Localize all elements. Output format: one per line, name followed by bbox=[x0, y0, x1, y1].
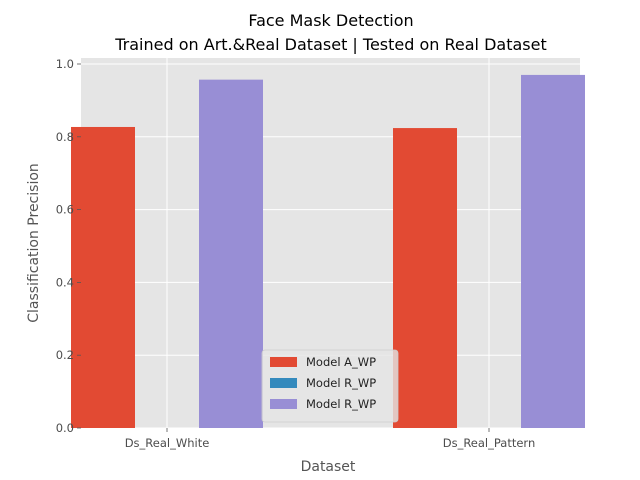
legend-label: Model A_WP bbox=[306, 355, 376, 369]
y-tick-label: 0.6 bbox=[56, 203, 74, 217]
y-tick-label: 0.2 bbox=[56, 348, 74, 362]
y-tick-label: 0.4 bbox=[56, 275, 74, 289]
legend-swatch bbox=[270, 399, 297, 409]
x-tick-label: Ds_Real_Pattern bbox=[443, 436, 536, 450]
legend-label: Model R_WP bbox=[306, 397, 376, 411]
legend-swatch bbox=[270, 378, 297, 388]
y-tick-label: 0.0 bbox=[56, 421, 74, 435]
chart-subtitle: Trained on Art.&Real Dataset | Tested on… bbox=[114, 35, 547, 54]
bar bbox=[393, 128, 457, 428]
bar bbox=[71, 126, 135, 429]
bar bbox=[521, 74, 585, 429]
legend-label: Model R_WP bbox=[306, 376, 376, 390]
bar bbox=[199, 79, 263, 428]
x-tick-label: Ds_Real_White bbox=[125, 436, 210, 450]
y-tick-label: 0.8 bbox=[56, 130, 74, 144]
legend-swatch bbox=[270, 357, 297, 367]
chart-title: Face Mask Detection bbox=[248, 11, 413, 30]
x-axis-label: Dataset bbox=[301, 459, 356, 475]
y-tick-label: 1.0 bbox=[56, 57, 74, 71]
y-axis: 0.0 0.2 0.4 0.6 0.8 1.0 bbox=[56, 57, 81, 435]
legend: Model A_WP Model R_WP Model R_WP bbox=[261, 349, 399, 423]
x-axis: Ds_Real_White Ds_Real_Pattern bbox=[125, 428, 536, 450]
bars bbox=[71, 74, 585, 429]
y-axis-label: Classification Precision bbox=[26, 163, 42, 323]
